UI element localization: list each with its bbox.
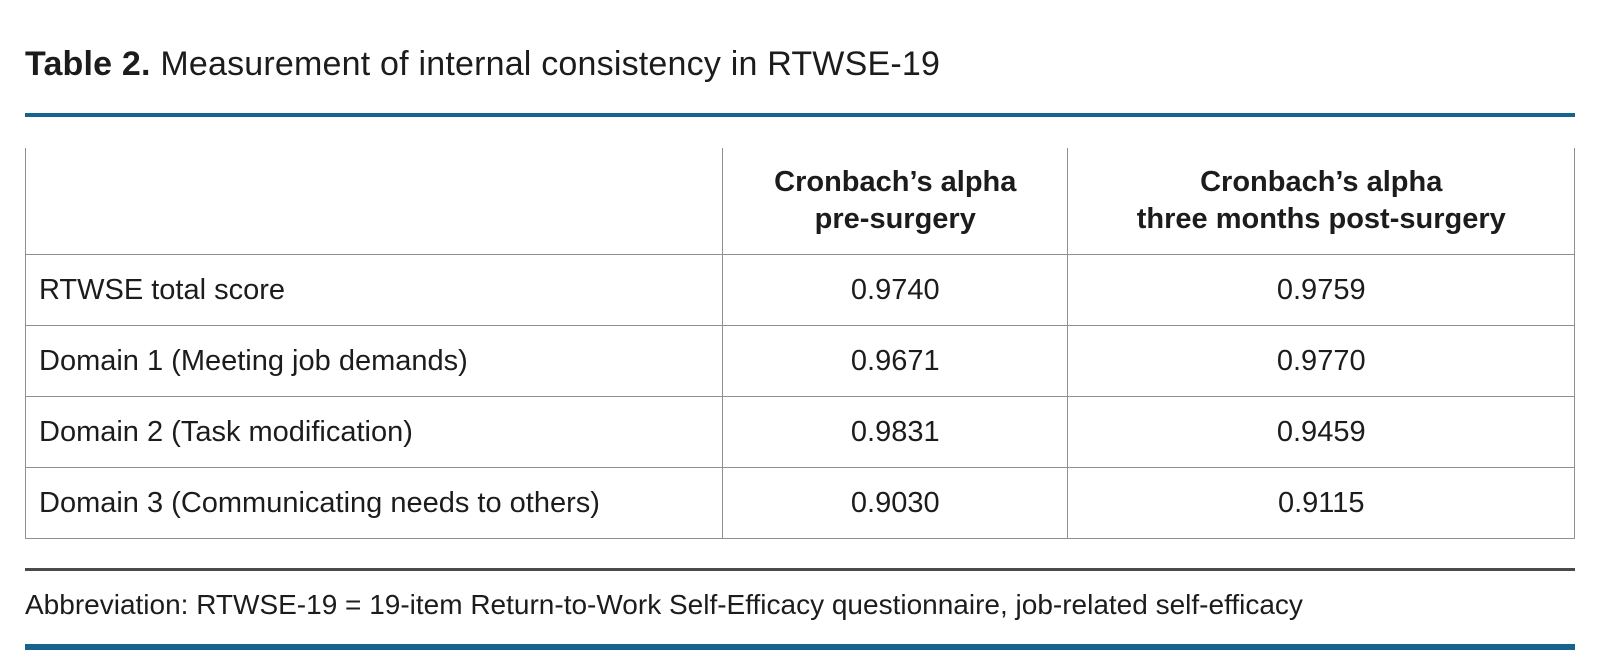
value-pre-surgery: 0.9030	[722, 467, 1069, 539]
header-post-line1: Cronbach’s alpha	[1200, 166, 1443, 198]
abbreviation-footnote: Abbreviation: RTWSE-19 = 19-item Return-…	[25, 589, 1303, 620]
header-cell-post-surgery: Cronbach’s alpha three months post-surger…	[1067, 148, 1575, 255]
header-cell-empty	[24, 148, 724, 255]
table-caption-text: Measurement of internal consistency in R…	[150, 45, 941, 83]
header-post-line2: three months post-surgery	[1136, 203, 1506, 235]
value-post-surgery: 0.9770	[1067, 325, 1575, 397]
header-cell-pre-surgery: Cronbach’s alpha pre-surgery	[722, 148, 1069, 255]
table-row: Domain 2 (Task modification) 0.9831 0.94…	[24, 396, 1575, 468]
internal-consistency-table: Cronbach’s alpha pre-surgery Cronbach’s a…	[24, 148, 1575, 539]
header-pre-line2: pre-surgery	[814, 203, 976, 235]
value-post-surgery: 0.9759	[1067, 254, 1575, 326]
table-row: RTWSE total score 0.9740 0.9759	[24, 254, 1575, 326]
value-pre-surgery: 0.9740	[722, 254, 1069, 326]
value-post-surgery: 0.9115	[1067, 467, 1575, 539]
row-label: RTWSE total score	[24, 254, 724, 326]
row-label: Domain 3 (Communicating needs to others)	[24, 467, 724, 539]
table-caption-number: Table 2.	[25, 45, 151, 83]
row-label: Domain 2 (Task modification)	[24, 396, 724, 468]
footnote-divider-rule	[25, 568, 1575, 571]
value-pre-surgery: 0.9831	[722, 396, 1069, 468]
header-pre-line1: Cronbach’s alpha	[774, 166, 1017, 198]
table-row: Domain 3 (Communicating needs to others)…	[24, 467, 1575, 539]
value-post-surgery: 0.9459	[1067, 396, 1575, 468]
table-row: Domain 1 (Meeting job demands) 0.9671 0.…	[24, 325, 1575, 397]
row-label: Domain 1 (Meeting job demands)	[24, 325, 724, 397]
table-figure: Table 2. Measurement of internal consist…	[0, 46, 1600, 650]
accent-rule-bottom	[25, 644, 1575, 650]
value-pre-surgery: 0.9671	[722, 325, 1069, 397]
accent-rule-top	[25, 113, 1575, 117]
table-header-row: Cronbach’s alpha pre-surgery Cronbach’s a…	[24, 148, 1575, 255]
table-caption: Table 2. Measurement of internal consist…	[25, 46, 1575, 82]
